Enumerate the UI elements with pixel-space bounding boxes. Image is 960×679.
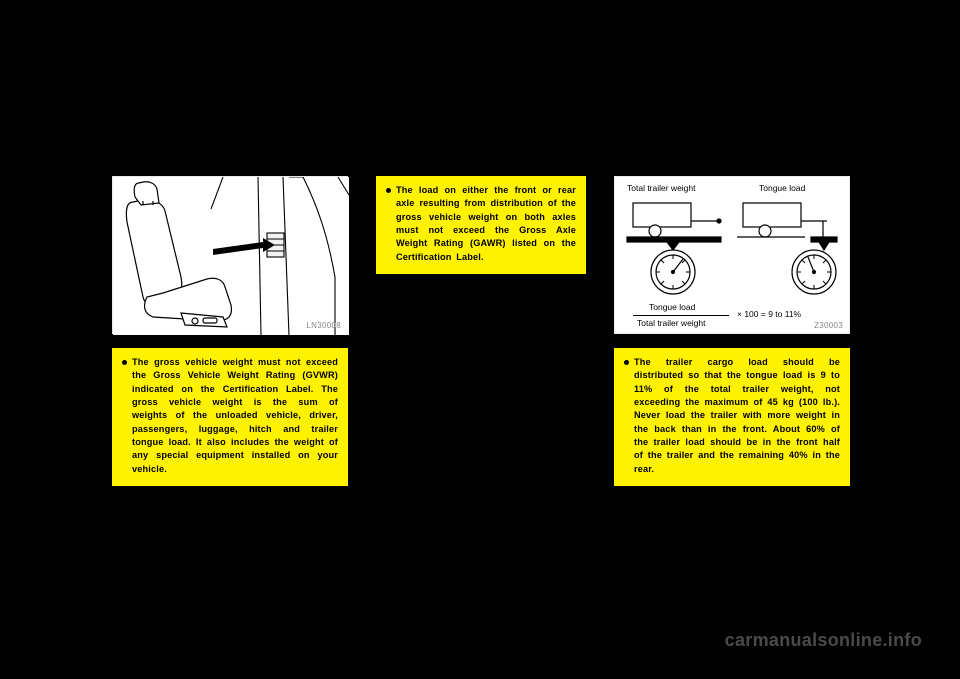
formula-denominator: Total trailer weight xyxy=(637,318,706,328)
formula-rhs: × 100 = 9 to 11% xyxy=(737,309,801,319)
column-right: Total trailer weight Tongue load xyxy=(614,176,850,486)
notice-gvwr-text: The gross vehicle weight must not exceed… xyxy=(122,356,338,476)
label-tongue-load: Tongue load xyxy=(759,183,805,193)
label-total-trailer-weight: Total trailer weight xyxy=(627,183,696,193)
watermark: carmanualsonline.info xyxy=(725,630,922,651)
figure-certification-label: LN30008 xyxy=(112,176,348,334)
seat-illustration xyxy=(113,177,349,335)
notice-gawr-text: The load on either the front or rear axl… xyxy=(386,184,576,264)
fraction-line xyxy=(633,315,729,316)
formula-numerator: Tongue load xyxy=(649,302,695,312)
notice-gawr: The load on either the front or rear axl… xyxy=(376,176,586,274)
notice-tongue-load: The trailer cargo load should be distrib… xyxy=(614,348,850,486)
column-middle: The load on either the front or rear axl… xyxy=(376,176,586,486)
figure-id-left: LN30008 xyxy=(306,321,341,330)
notice-gvwr: The gross vehicle weight must not exceed… xyxy=(112,348,348,486)
notice-tongue-load-text: The trailer cargo load should be distrib… xyxy=(624,356,840,476)
figure-trailer-weight: Total trailer weight Tongue load xyxy=(614,176,850,334)
column-left: LN30008 The gross vehicle weight must no… xyxy=(112,176,348,486)
figure-id-right: Z30003 xyxy=(814,321,843,330)
manual-page: LN30008 The gross vehicle weight must no… xyxy=(0,0,960,486)
